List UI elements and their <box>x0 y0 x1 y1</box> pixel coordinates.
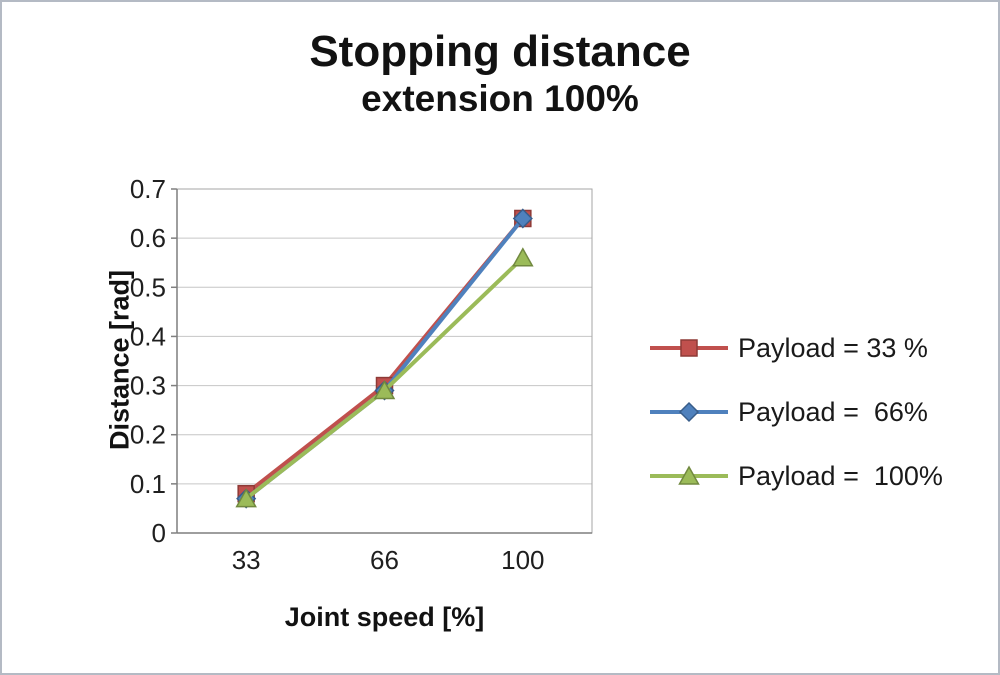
legend-diamond-marker-icon <box>650 401 728 423</box>
chart-title-block: Stopping distance extension 100% <box>2 27 998 121</box>
plot-border <box>176 188 593 534</box>
legend: Payload = 33 % Payload = 66% Payload = 1… <box>648 332 943 492</box>
y-tick-label: 0.4 <box>130 321 166 351</box>
series-line <box>244 216 525 501</box>
y-tick-label: 0.6 <box>130 223 166 253</box>
legend-item: Payload = 100% <box>648 460 943 492</box>
y-tick-label: 0.5 <box>130 272 166 302</box>
y-tick-label: 0.7 <box>130 177 166 204</box>
triangle-marker-icon <box>512 247 534 267</box>
triangle-marker-icon <box>235 488 257 508</box>
legend-label: Payload = 66% <box>738 396 928 427</box>
square-marker-icon <box>680 339 698 357</box>
y-axis-title: Distance [rad] <box>104 269 135 451</box>
y-tick-label: 0.1 <box>130 469 166 499</box>
y-tick-label: 0 <box>152 518 166 548</box>
x-tick-label: 100 <box>501 545 544 575</box>
series-line <box>244 216 525 496</box>
y-tick-label: 0.3 <box>130 371 166 401</box>
legend-label: Payload = 100% <box>738 460 943 491</box>
legend-item: Payload = 33 % <box>648 332 943 364</box>
x-axis-title: Joint speed [%] <box>284 602 485 632</box>
y-tick-label: 0.2 <box>130 420 166 450</box>
x-tick-label: 33 <box>232 545 261 575</box>
chart-svg: 0 0.1 0.2 0.3 0.4 0.5 0.6 0.7 33 66 100 <box>130 177 593 575</box>
triangle-marker-icon <box>373 379 396 400</box>
diamond-marker-icon <box>678 401 700 423</box>
legend-triangle-marker-icon <box>650 465 728 485</box>
chart-subtitle: extension 100% <box>361 78 639 120</box>
x-tick-label: 66 <box>370 545 399 575</box>
diamond-marker-icon <box>512 208 533 229</box>
triangle-marker-icon <box>678 465 700 485</box>
chart-title: Stopping distance <box>309 27 691 76</box>
legend-item: Payload = 66% <box>648 396 943 428</box>
legend-square-marker-icon <box>650 339 728 357</box>
legend-label: Payload = 33 % <box>738 332 928 363</box>
